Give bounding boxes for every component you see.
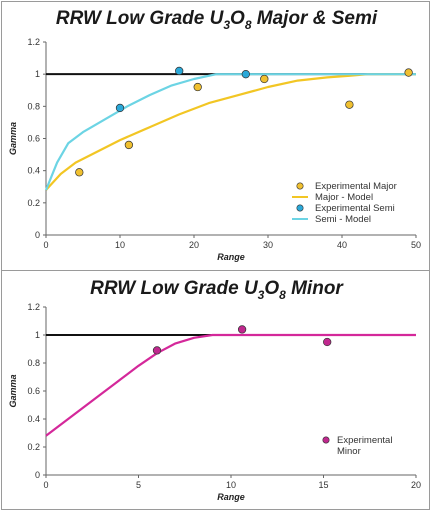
- legend-label: Major - Model: [315, 192, 373, 203]
- major-semi-y-tick-label: 0.8: [27, 101, 40, 111]
- major-semi-model-line-semi-model: [44, 73, 416, 191]
- major-semi-x-axis-label: Range: [217, 252, 245, 262]
- minor-y-axis-label: Gamma: [8, 374, 18, 407]
- major-semi-x-tick-label: 0: [43, 240, 48, 250]
- minor-x-tick-label: 20: [411, 480, 421, 490]
- legend-label: Semi - Model: [315, 214, 371, 225]
- major-semi-data-point: [345, 100, 354, 109]
- major-semi-y-tick-label: 1.2: [27, 37, 40, 47]
- minor-x-axis-label: Range: [217, 492, 245, 502]
- minor-y-tick-label: 0.4: [27, 414, 40, 424]
- minor-y-tick-label: 0: [35, 470, 40, 480]
- major-semi-data-point: [75, 168, 84, 177]
- minor-y-tick-label: 0.8: [27, 358, 40, 368]
- legend-label: Experimental Semi: [315, 203, 395, 214]
- legend-label: Minor: [337, 446, 361, 457]
- legend-marker: [296, 204, 304, 212]
- major-semi-data-point: [260, 74, 269, 84]
- legend-marker: [322, 436, 330, 444]
- major-semi-x-tick-label: 50: [411, 240, 421, 250]
- major-semi-data-point: [404, 68, 413, 77]
- chart-title-major-semi: RRW Low Grade U3O8 Major & Semi: [55, 8, 378, 32]
- major-semi-y-tick-label: 0: [35, 230, 40, 240]
- major-semi-y-tick-label: 0.6: [27, 134, 40, 144]
- chart-major-semi: 0 0.2 0.4 0.6 0.8 1 1.2 0 10 20 30 40 50 Range Gamma Ex…: [8, 37, 421, 262]
- major-semi-model-line-major-model: [45, 73, 416, 191]
- minor-x-tick-label: 10: [226, 480, 236, 490]
- minor-x-tick-label: 15: [318, 480, 328, 490]
- major-semi-x-tick-label: 10: [115, 240, 125, 250]
- major-semi-data-point: [175, 66, 184, 76]
- minor-data-point: [237, 325, 247, 334]
- major-semi-y-axis-label: Gamma: [8, 122, 18, 155]
- chart-title-minor: RRW Low Grade U3O8 Minor: [90, 278, 343, 302]
- legend-label: Experimental: [337, 435, 392, 446]
- major-semi-data-point: [115, 103, 125, 113]
- minor-x-tick-label: 0: [43, 480, 48, 490]
- minor-y-tick-label: 1.2: [27, 302, 40, 312]
- major-semi-y-tick-label: 1: [35, 69, 40, 79]
- minor-y-tick-label: 0.6: [27, 386, 40, 396]
- panel-divider: [1, 270, 430, 271]
- minor-data-point: [152, 346, 162, 355]
- minor-model-line-minor: [45, 333, 416, 437]
- major-semi-y-tick-label: 0.4: [27, 166, 40, 176]
- minor-data-point: [323, 337, 332, 347]
- major-semi-x-tick-label: 20: [189, 240, 199, 250]
- legend-marker: [296, 182, 304, 190]
- major-semi-data-point: [193, 82, 202, 92]
- major-semi-x-tick-label: 40: [337, 240, 347, 250]
- legend-label: Experimental Major: [315, 181, 397, 192]
- minor-y-tick-label: 1: [35, 330, 40, 340]
- major-semi-data-point: [124, 140, 134, 150]
- major-semi-data-point: [241, 70, 250, 79]
- minor-y-tick-label: 0.2: [27, 442, 40, 452]
- major-semi-y-tick-label: 0.2: [27, 198, 40, 208]
- minor-x-tick-label: 5: [136, 480, 141, 490]
- major-semi-x-tick-label: 30: [263, 240, 273, 250]
